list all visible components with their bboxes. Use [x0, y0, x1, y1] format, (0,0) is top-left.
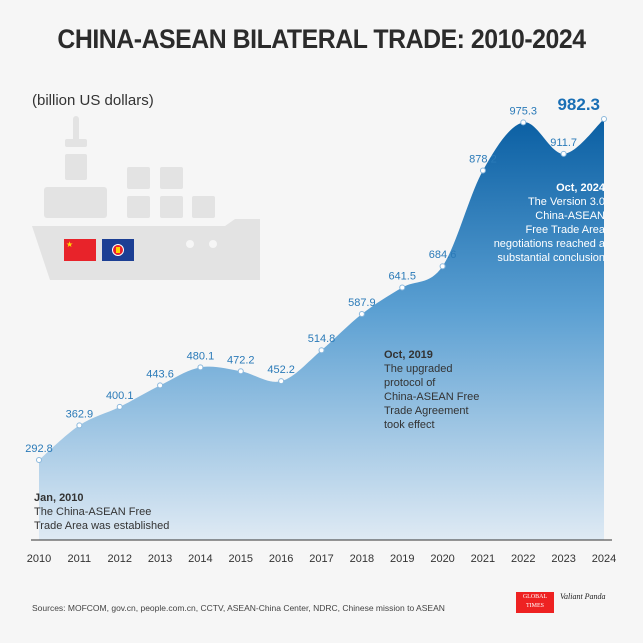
data-label: 400.1 [106, 390, 134, 402]
data-point [318, 347, 325, 354]
x-tick-label: 2011 [68, 553, 92, 565]
x-tick-label: 2023 [551, 553, 575, 565]
data-label: 292.8 [25, 443, 53, 455]
unit-label: (billion US dollars) [32, 92, 154, 109]
annotation-2024: Oct, 2024 The Version 3.0 China-ASEAN Fr… [494, 181, 605, 265]
x-tick-label: 2013 [148, 553, 172, 565]
x-tick-label: 2024 [592, 553, 616, 565]
data-label: 452.2 [267, 364, 295, 376]
data-point [479, 167, 486, 174]
sources-note: Sources: MOFCOM, gov.cn, people.com.cn, … [32, 603, 445, 613]
data-label: 641.5 [388, 271, 416, 283]
data-label: 480.1 [187, 350, 215, 362]
data-point [358, 311, 365, 318]
data-point [601, 115, 607, 122]
x-tick-label: 2018 [350, 553, 374, 565]
data-label: 472.2 [227, 354, 255, 366]
annotation-title: Jan, 2010 [34, 492, 84, 504]
data-point [520, 119, 527, 126]
annotation-line: substantial conclusion [497, 252, 605, 264]
data-label: 975.3 [510, 105, 538, 117]
x-tick-label: 2020 [430, 553, 454, 565]
data-point [197, 364, 204, 371]
global-times-logo: GLOBAL TIMES [516, 592, 554, 613]
x-tick-label: 2015 [229, 553, 253, 565]
data-label: 982.3 [557, 95, 600, 114]
data-point [157, 382, 164, 389]
data-label: 362.9 [66, 408, 94, 420]
annotation-line: Free Trade Area [525, 224, 606, 236]
data-label: 587.9 [348, 297, 376, 309]
annotation-line: The China-ASEAN Free [34, 506, 152, 518]
x-tick-label: 2022 [511, 553, 535, 565]
data-point [76, 422, 83, 429]
annotation-line: Trade Agreement [384, 405, 469, 417]
annotation-line: took effect [384, 419, 435, 431]
data-label: 514.8 [308, 333, 336, 345]
annotation-line: Trade Area was established [34, 520, 170, 532]
china-flag-icon: ★ [64, 239, 96, 261]
data-label: 911.7 [550, 137, 577, 149]
annotation-2010: Jan, 2010 The China-ASEAN Free Trade Are… [34, 491, 169, 533]
data-point [560, 150, 567, 157]
area-fill [39, 118, 604, 540]
x-tick-label: 2014 [188, 553, 212, 565]
annotation-line: China-ASEAN Free [384, 391, 480, 403]
annotation-title: Oct, 2024 [556, 182, 605, 194]
data-point [237, 368, 244, 375]
data-point [278, 378, 285, 385]
data-point [116, 403, 123, 410]
x-tick-label: 2017 [309, 553, 333, 565]
annotation-line: protocol of [384, 377, 436, 389]
annotation-2019: Oct, 2019 The upgraded protocol of China… [384, 348, 479, 432]
annotation-line: The Version 3.0 [527, 196, 605, 208]
annotation-line: negotiations reached a [493, 238, 605, 250]
data-point [399, 284, 406, 291]
x-tick-label: 2010 [27, 553, 51, 565]
data-point [36, 457, 42, 463]
data-label: 684.6 [429, 249, 457, 261]
data-label: 443.6 [146, 368, 174, 380]
x-tick-label: 2021 [471, 553, 495, 565]
chart-title: CHINA-ASEAN BILATERAL TRADE: 2010-2024 [57, 24, 586, 54]
annotation-line: The upgraded [384, 363, 453, 375]
x-tick-label: 2019 [390, 553, 414, 565]
data-label: 878.2 [469, 153, 497, 165]
annotation-line: China-ASEAN [535, 210, 605, 222]
data-point [439, 263, 446, 270]
annotation-title: Oct, 2019 [384, 349, 433, 361]
asean-flag-icon [102, 239, 134, 261]
x-tick-label: 2016 [269, 553, 293, 565]
valiant-panda-logo: Valiant Panda [560, 592, 606, 601]
x-tick-label: 2012 [107, 553, 131, 565]
